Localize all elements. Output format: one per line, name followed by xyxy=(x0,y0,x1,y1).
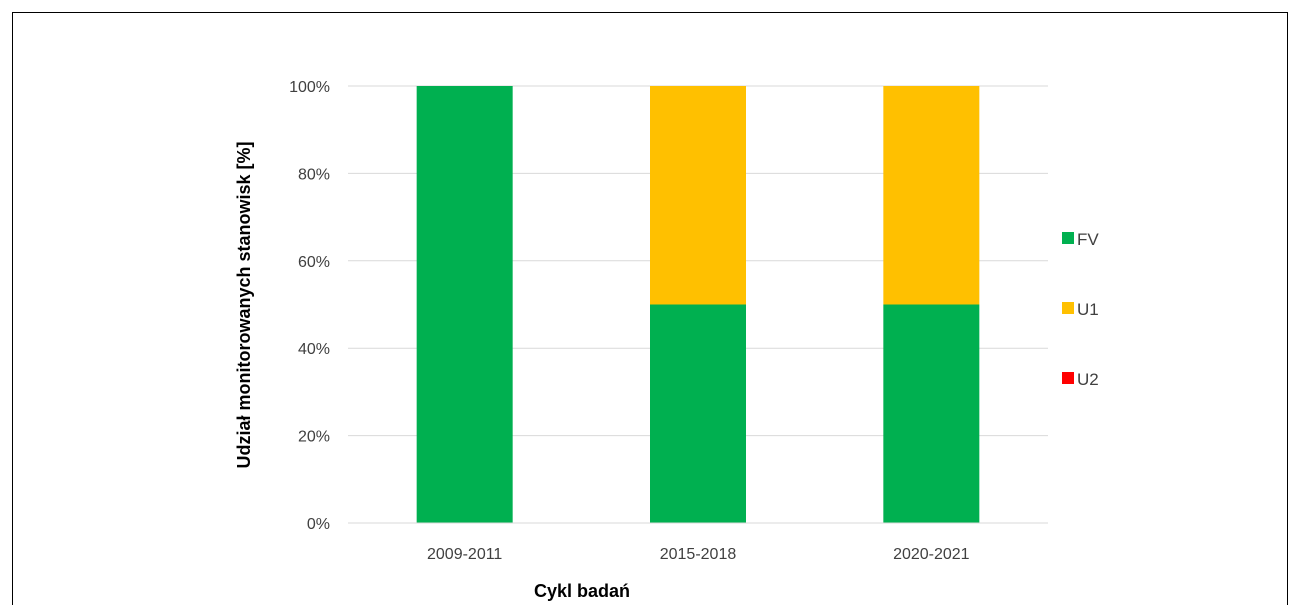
y-tick-label: 20% xyxy=(298,429,330,446)
legend: FV U1 U2 xyxy=(1062,230,1099,389)
legend-label-u1: U1 xyxy=(1077,300,1099,319)
y-tick-label: 40% xyxy=(298,341,330,358)
x-tick-label: 2020-2021 xyxy=(893,546,970,563)
x-tick-label: 2015-2018 xyxy=(660,546,737,563)
legend-label-fv: FV xyxy=(1077,230,1099,249)
bar-fv-2020-2021 xyxy=(883,304,980,523)
x-tick-labels: 2009-2011 2015-2018 2020-2021 xyxy=(427,546,970,563)
y-tick-label: 80% xyxy=(298,166,330,183)
bars xyxy=(348,86,1048,524)
x-tick-label: 2009-2011 xyxy=(427,546,502,563)
y-axis-title: Udział monitorowanych stanowisk [%] xyxy=(234,141,254,468)
y-tick-label: 60% xyxy=(298,254,330,271)
bar-u1-2020-2021 xyxy=(883,86,980,305)
bar-fv-2015-2018 xyxy=(650,304,746,523)
y-tick-label: 0% xyxy=(307,516,330,533)
legend-swatch-u1 xyxy=(1062,302,1074,314)
legend-swatch-u2 xyxy=(1062,372,1074,384)
legend-label-u2: U2 xyxy=(1077,370,1099,389)
y-tick-label: 100% xyxy=(289,79,330,96)
x-axis-title: Cykl badań xyxy=(534,581,630,601)
legend-swatch-fv xyxy=(1062,232,1074,244)
bar-fv-2009-2011 xyxy=(416,86,513,523)
y-tick-labels: 0% 20% 40% 60% 80% 100% xyxy=(289,79,330,533)
bar-u1-2015-2018 xyxy=(650,86,746,305)
